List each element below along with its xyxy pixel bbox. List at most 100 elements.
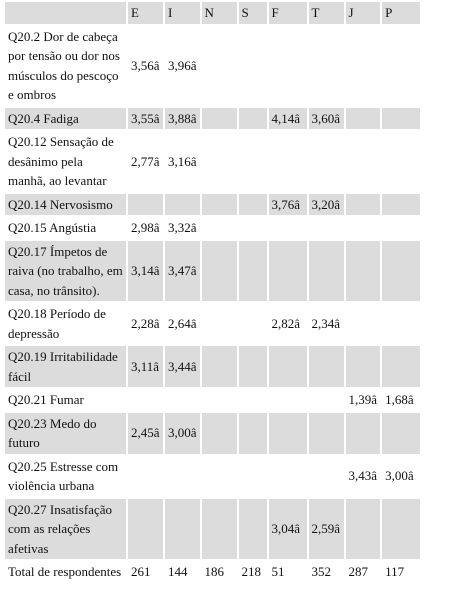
value-cell [238,346,267,387]
value-cell [345,131,381,192]
value-cell: 3,88â [165,107,200,129]
table-row: Total de respondentes 261 144 186 218 51… [5,561,421,583]
value-cell [382,346,421,387]
value-cell: 144 [165,561,200,583]
row-label: Q20.19 Irritabilidade fácil [5,346,126,387]
value-cell: 3,00â [165,412,200,454]
value-cell [201,25,237,106]
header-cell-f: F [268,2,307,24]
value-cell [238,455,267,497]
value-cell: 186 [201,561,237,583]
value-cell [382,303,421,344]
value-cell [268,240,307,301]
value-cell [345,25,381,106]
value-cell: 3,47â [165,240,200,301]
value-cell [165,193,200,215]
value-cell [238,498,267,559]
row-label: Q20.17 Ímpetos de raiva (no trabalho, em… [5,240,126,301]
value-cell [268,217,307,239]
value-cell [201,240,237,301]
value-cell [268,25,307,106]
value-cell [345,412,381,454]
value-cell [308,455,344,497]
table-row: Q20.2 Dor de cabeça por tensão ou dor no… [5,25,421,106]
header-cell-s: S [238,2,267,24]
header-row: E I N S F T J P [5,2,421,24]
value-cell: 3,60â [308,107,344,129]
value-cell: 3,16â [165,131,200,192]
value-cell [382,412,421,454]
value-cell: 218 [238,561,267,583]
header-cell-j: J [345,2,381,24]
value-cell: 3,96â [165,25,200,106]
value-cell [128,389,163,411]
row-label: Q20.2 Dor de cabeça por tensão ou dor no… [5,25,126,106]
value-cell [268,346,307,387]
row-label: Q20.27 Insatisfação com as relações afet… [5,498,126,559]
value-cell [128,193,163,215]
value-cell [238,217,267,239]
value-cell [268,131,307,192]
value-cell: 2,98â [128,217,163,239]
row-label: Q20.21 Fumar [5,389,126,411]
value-cell [382,25,421,106]
value-cell [238,107,267,129]
row-label: Q20.23 Medo do futuro [5,412,126,454]
value-cell [201,107,237,129]
value-cell: 3,43â [345,455,381,497]
value-cell: 3,11â [128,346,163,387]
value-cell [165,455,200,497]
value-cell [128,455,163,497]
value-cell [345,193,381,215]
value-cell [201,346,237,387]
value-cell: 3,04â [268,498,307,559]
value-cell [308,389,344,411]
row-label: Q20.4 Fadiga [5,107,126,129]
value-cell [201,498,237,559]
value-cell: 261 [128,561,163,583]
value-cell [238,303,267,344]
value-cell [382,193,421,215]
row-label: Q20.18 Período de depressão [5,303,126,344]
header-cell-blank [5,2,126,24]
value-cell [201,455,237,497]
value-cell: 3,44â [165,346,200,387]
value-cell [201,389,237,411]
value-cell [201,412,237,454]
value-cell: 3,56â [128,25,163,106]
value-cell [268,412,307,454]
header-cell-n: N [201,2,237,24]
value-cell [268,455,307,497]
header-cell-e: E [128,2,163,24]
value-cell [238,240,267,301]
row-label: Q20.15 Angústia [5,217,126,239]
value-cell [382,240,421,301]
value-cell: 1,39â [345,389,381,411]
value-cell: 2,59â [308,498,344,559]
value-cell [165,389,200,411]
value-cell: 3,00â [382,455,421,497]
value-cell [238,25,267,106]
value-cell [238,193,267,215]
header-cell-p: P [382,2,421,24]
table-row: Q20.17 Ímpetos de raiva (no trabalho, em… [5,240,421,301]
table-row: Q20.12 Sensação de desânimo pela manhã, … [5,131,421,192]
results-table: E I N S F T J P Q20.2 Dor de cabeça por … [3,0,422,585]
row-label: Q20.14 Nervosismo [5,193,126,215]
value-cell: 3,14â [128,240,163,301]
row-label: Total de respondentes [5,561,126,583]
table-row: Q20.14 Nervosismo 3,76â 3,20â [5,193,421,215]
value-cell [382,498,421,559]
value-cell: 3,76â [268,193,307,215]
value-cell [268,389,307,411]
table-row: Q20.27 Insatisfação com as relações afet… [5,498,421,559]
value-cell [128,498,163,559]
value-cell: 2,64â [165,303,200,344]
value-cell [345,346,381,387]
value-cell [201,193,237,215]
value-cell [201,217,237,239]
value-cell [308,240,344,301]
value-cell [345,217,381,239]
value-cell [201,303,237,344]
value-cell [382,217,421,239]
